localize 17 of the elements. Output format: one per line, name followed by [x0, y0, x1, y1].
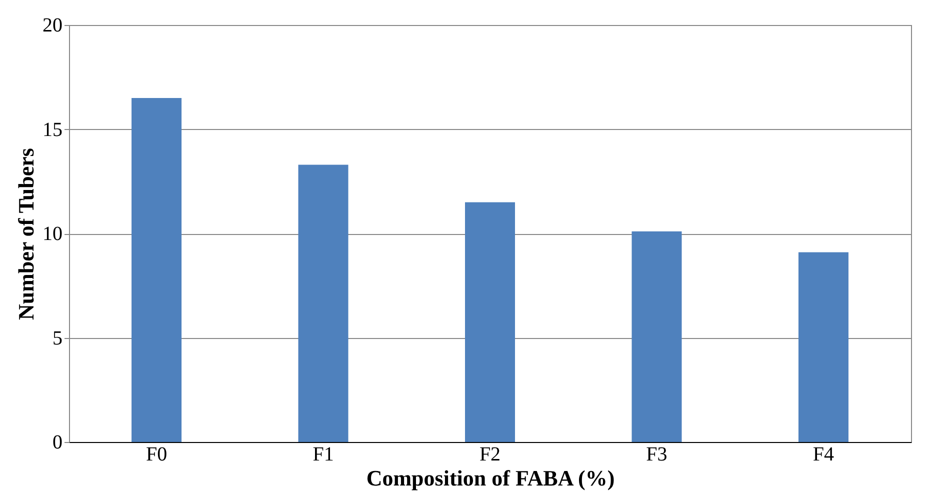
bar — [132, 98, 182, 442]
bar — [632, 231, 682, 442]
y-tick-label: 0 — [52, 432, 62, 454]
y-tick-label: 10 — [42, 223, 62, 245]
x-tick-label: F3 — [646, 444, 668, 466]
x-tick-label: F2 — [479, 444, 501, 466]
bar — [465, 202, 515, 442]
bar — [798, 252, 848, 442]
y-tick-label: 5 — [52, 327, 62, 350]
y-axis-title: Number of Tubers — [14, 148, 38, 320]
y-tick-label: 20 — [42, 14, 62, 36]
x-tick-label: F0 — [146, 444, 168, 466]
x-tick-label: F4 — [812, 444, 834, 466]
x-axis-title: Composition of FABA (%) — [366, 466, 615, 490]
y-tick-label: 15 — [42, 118, 62, 141]
bar — [298, 164, 348, 442]
x-tick-label: F1 — [312, 444, 334, 466]
